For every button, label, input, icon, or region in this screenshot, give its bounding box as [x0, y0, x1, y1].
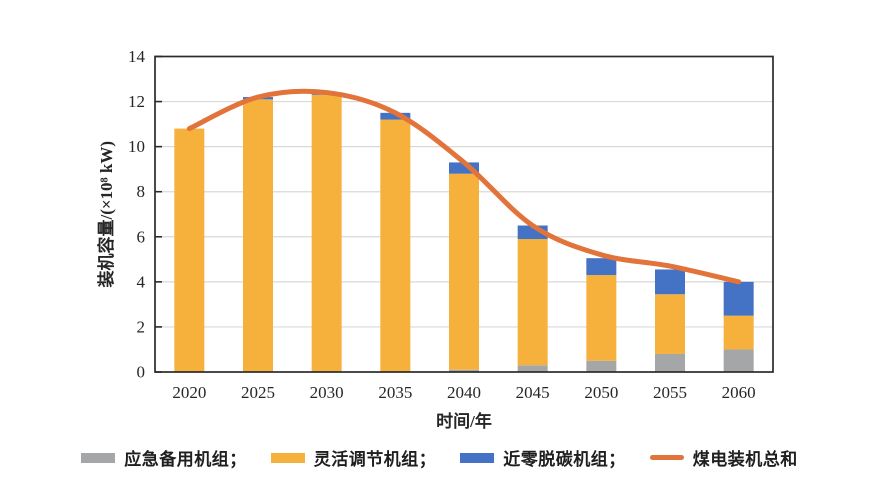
bar-segment-2045 — [517, 239, 548, 366]
y-tick-label: 12 — [128, 92, 145, 111]
bar-segment-2040 — [449, 369, 479, 372]
bar-segment-2055 — [655, 269, 685, 295]
bar-segment-2060 — [723, 315, 754, 350]
bar-segment-2025 — [243, 99, 273, 372]
legend-item-flexible-regulation-units: 灵活调节机组； — [270, 445, 437, 470]
x-tick-label: 2050 — [584, 383, 618, 402]
x-tick-label: 2060 — [722, 383, 756, 402]
bar-segment-2050 — [586, 258, 617, 276]
legend-label: 近零脱碳机组； — [503, 450, 626, 469]
bar-segment-2045 — [517, 365, 548, 372]
y-tick-label: 4 — [137, 272, 146, 291]
near-zero-carbon-swatch-icon — [460, 452, 495, 463]
legend-label: 应急备用机组； — [124, 450, 247, 469]
y-tick-label: 2 — [137, 317, 146, 336]
bar-segment-2060 — [723, 349, 754, 372]
y-tick-label: 6 — [137, 227, 146, 246]
bar-segment-2035 — [380, 119, 411, 372]
coal-total-line — [186, 88, 742, 285]
emergency-backup-swatch-icon — [81, 452, 116, 463]
y-axis-label: 装机容量/(×10⁸ kW) — [96, 141, 116, 289]
legend-item-emergency-backup-units: 应急备用机组； — [81, 445, 247, 470]
bar-segment-2040 — [449, 162, 479, 174]
coal-total-line-swatch-icon — [649, 455, 684, 460]
x-tick-label: 2055 — [653, 383, 687, 402]
legend-item-coal-power-total: 煤电装机总和 — [649, 445, 798, 470]
y-tick-label: 10 — [128, 137, 145, 156]
bar-segment-2050 — [586, 360, 617, 372]
y-tick-label: 0 — [137, 363, 146, 382]
y-tick-label: 14 — [128, 47, 146, 66]
x-tick-label: 2040 — [447, 383, 481, 402]
y-tick-label: 8 — [137, 182, 146, 201]
x-tick-label: 2030 — [310, 383, 344, 402]
legend-item-near-zero-carbon-units: 近零脱碳机组； — [460, 445, 626, 470]
plot-frame — [154, 55, 774, 373]
flexible-regulation-swatch-icon — [270, 452, 305, 463]
chart-legend: 应急备用机组； 灵活调节机组； 近零脱碳机组； 煤电装机总和 — [0, 445, 879, 470]
bar-segment-2060 — [723, 281, 754, 316]
legend-label: 煤电装机总和 — [692, 450, 798, 469]
bar-segment-2040 — [449, 173, 479, 370]
bar-segment-2055 — [655, 294, 685, 354]
x-tick-label: 2045 — [516, 383, 550, 402]
bar-segment-2020 — [174, 128, 205, 372]
x-axis-label: 时间/年 — [436, 411, 492, 431]
bar-segment-2055 — [655, 353, 685, 372]
x-tick-label: 2035 — [378, 383, 412, 402]
x-tick-label: 2025 — [241, 383, 275, 402]
legend-label: 灵活调节机组； — [313, 450, 437, 469]
x-tick-label: 2020 — [172, 383, 206, 402]
bar-segment-2050 — [586, 275, 617, 361]
bar-segment-2030 — [311, 94, 342, 372]
bar-segment-2035 — [380, 112, 411, 120]
